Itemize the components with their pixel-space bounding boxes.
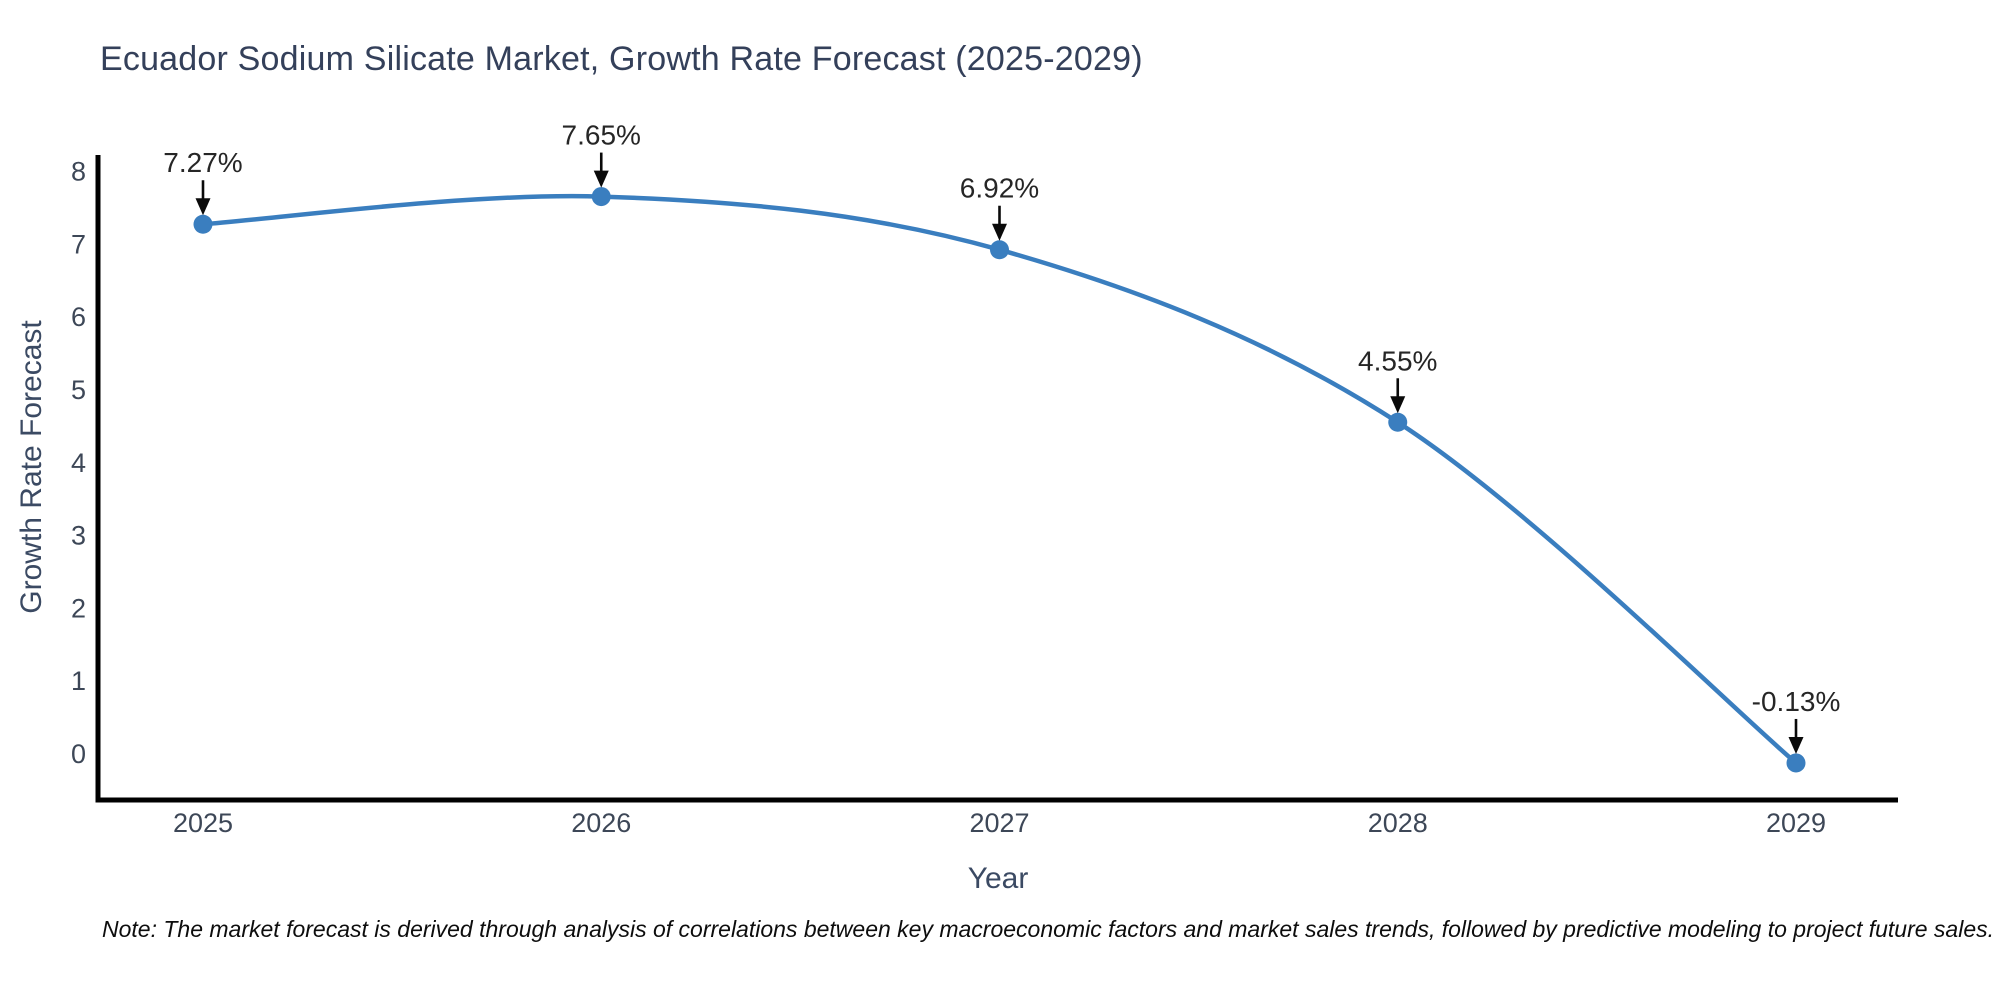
y-tick-label: 6	[71, 302, 86, 332]
x-tick-label: 2025	[173, 808, 233, 838]
y-tick-label: 8	[71, 157, 86, 187]
x-tick-label: 2029	[1766, 808, 1826, 838]
x-tick-label: 2026	[571, 808, 631, 838]
trend-line	[200, 193, 1799, 766]
x-tick-label: 2028	[1368, 808, 1428, 838]
footnote: Note: The market forecast is derived thr…	[102, 916, 1995, 942]
data-point-marker	[990, 240, 1009, 260]
data-point-marker	[1786, 753, 1806, 773]
y-tick-label: 3	[71, 521, 86, 551]
annotation-arrowhead	[1788, 736, 1804, 754]
y-tick-label: 0	[71, 739, 86, 769]
point-annotation-label: -0.13%	[1752, 686, 1841, 717]
chart-title: Ecuador Sodium Silicate Market, Growth R…	[100, 40, 1143, 78]
data-point-marker	[1388, 412, 1408, 432]
point-annotation-label: 6.92%	[960, 173, 1039, 204]
x-axis-title: Year	[967, 862, 1029, 895]
point-annotation-label: 7.27%	[163, 147, 242, 178]
point-annotation-label: 7.65%	[562, 120, 641, 151]
x-tick-label: 2027	[969, 808, 1029, 838]
annotation-arrowhead	[992, 223, 1007, 241]
data-point-marker	[193, 214, 213, 234]
y-tick-label: 5	[71, 375, 86, 405]
data-point-marker	[591, 187, 611, 207]
y-axis-title: Growth Rate Forecast	[15, 320, 48, 614]
y-tick-label: 2	[71, 593, 86, 623]
y-tick-label: 7	[71, 229, 86, 259]
point-annotation-label: 4.55%	[1358, 345, 1437, 376]
annotation-arrowhead	[195, 198, 211, 216]
annotation-arrowhead	[593, 170, 609, 188]
annotation-arrowhead	[1390, 396, 1406, 414]
y-tick-label: 4	[71, 448, 86, 478]
y-tick-label: 1	[71, 666, 86, 696]
